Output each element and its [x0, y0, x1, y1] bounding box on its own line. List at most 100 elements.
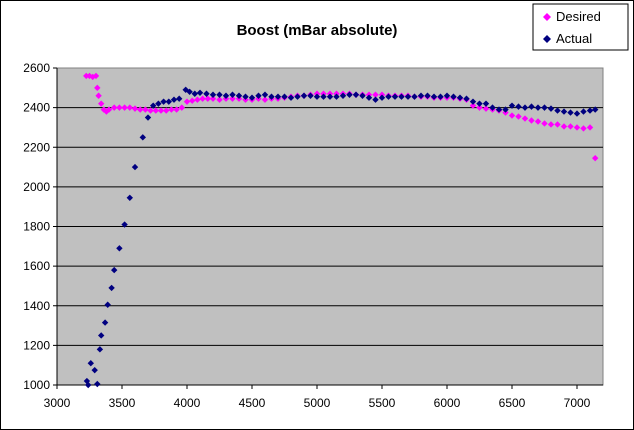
data-point-desired	[105, 106, 113, 113]
data-point-actual	[573, 110, 581, 117]
data-point-desired	[560, 123, 568, 130]
data-point-desired	[554, 121, 561, 128]
data-point-actual	[502, 106, 509, 113]
data-point-desired	[111, 104, 118, 111]
data-point-actual	[482, 100, 490, 107]
data-point-desired	[199, 95, 206, 102]
data-point-desired	[137, 106, 144, 113]
data-point-desired	[126, 104, 133, 111]
data-point-actual	[85, 381, 92, 389]
y-tick-label: 1800	[23, 220, 50, 234]
data-point-actual	[430, 93, 438, 100]
data-point-actual	[528, 103, 535, 110]
data-marks	[83, 72, 599, 389]
data-point-actual	[222, 92, 230, 99]
data-point-actual	[155, 100, 162, 107]
data-point-actual	[294, 93, 301, 100]
data-point-actual	[534, 104, 542, 111]
data-point-actual	[229, 91, 236, 98]
data-point-actual	[165, 98, 172, 105]
data-point-actual	[160, 98, 167, 105]
data-point-actual	[94, 380, 101, 388]
data-point-desired	[261, 96, 269, 103]
data-point-desired	[121, 104, 128, 111]
data-point-actual	[313, 93, 321, 100]
data-point-actual	[261, 91, 269, 98]
data-point-desired	[89, 73, 96, 81]
plot-area	[56, 67, 604, 386]
data-point-desired	[547, 121, 555, 128]
data-point-desired	[592, 154, 599, 162]
data-point-actual	[398, 93, 405, 100]
data-point-actual	[469, 98, 477, 105]
data-point-actual	[121, 221, 128, 228]
data-point-actual	[300, 92, 308, 99]
data-point-actual	[248, 94, 256, 101]
data-point-actual	[437, 93, 444, 100]
data-point-actual	[144, 114, 152, 121]
data-point-actual	[592, 106, 599, 113]
data-point-actual	[443, 92, 451, 99]
x-tick-label: 4000	[174, 396, 201, 410]
x-tick-label: 6500	[499, 396, 526, 410]
data-point-desired	[482, 105, 490, 112]
x-tick-label: 3000	[44, 396, 71, 410]
y-tick-label: 1000	[23, 378, 50, 392]
data-point-desired	[528, 117, 535, 124]
data-point-actual	[385, 93, 392, 100]
data-point-actual	[495, 106, 503, 113]
data-point-desired	[476, 104, 483, 111]
data-point-desired	[157, 107, 165, 114]
data-point-desired	[521, 115, 529, 122]
data-point-actual	[508, 102, 516, 109]
legend-label-desired: Desired	[556, 9, 601, 24]
y-tick-label: 1400	[23, 299, 50, 313]
data-point-desired	[147, 107, 154, 114]
data-point-desired	[92, 72, 100, 80]
data-point-desired	[209, 95, 217, 102]
data-point-actual	[567, 109, 574, 116]
data-point-actual	[307, 92, 314, 99]
data-point-actual	[209, 91, 217, 98]
data-point-actual	[111, 266, 118, 274]
data-point-desired	[95, 92, 102, 99]
legend-marker-desired	[543, 13, 551, 21]
data-point-actual	[131, 163, 139, 171]
data-point-actual	[87, 360, 94, 367]
y-tick-label: 1200	[23, 338, 50, 352]
data-point-desired	[98, 100, 105, 107]
x-tick-label: 5500	[369, 396, 396, 410]
data-point-desired	[173, 106, 180, 113]
data-point-actual	[96, 346, 104, 353]
data-point-actual	[170, 96, 178, 103]
data-point-actual	[326, 93, 334, 100]
data-point-actual	[186, 88, 193, 95]
data-point-actual	[139, 134, 146, 141]
data-point-desired	[194, 96, 201, 103]
data-point-actual	[116, 245, 123, 252]
data-point-actual	[411, 93, 418, 100]
data-point-actual	[150, 102, 157, 109]
data-point-actual	[333, 93, 340, 100]
legend: Desired Actual	[532, 3, 629, 51]
data-point-desired	[580, 125, 587, 132]
series-actual	[83, 86, 599, 389]
data-point-actual	[580, 108, 587, 115]
data-point-actual	[104, 301, 111, 308]
x-tick-label: 3500	[109, 396, 136, 410]
data-point-desired	[183, 98, 191, 105]
data-point-actual	[108, 284, 115, 292]
data-point-actual	[554, 107, 561, 114]
data-point-actual	[489, 104, 496, 111]
data-point-desired	[534, 118, 542, 125]
data-point-actual	[378, 94, 386, 101]
data-point-actual	[274, 93, 282, 100]
x-tick-label: 5000	[304, 396, 331, 410]
data-point-desired	[94, 84, 101, 92]
data-point-actual	[346, 91, 353, 98]
legend-marker-actual	[543, 35, 551, 43]
data-point-actual	[281, 93, 288, 100]
data-point-actual	[91, 366, 98, 374]
data-point-desired	[541, 120, 548, 127]
